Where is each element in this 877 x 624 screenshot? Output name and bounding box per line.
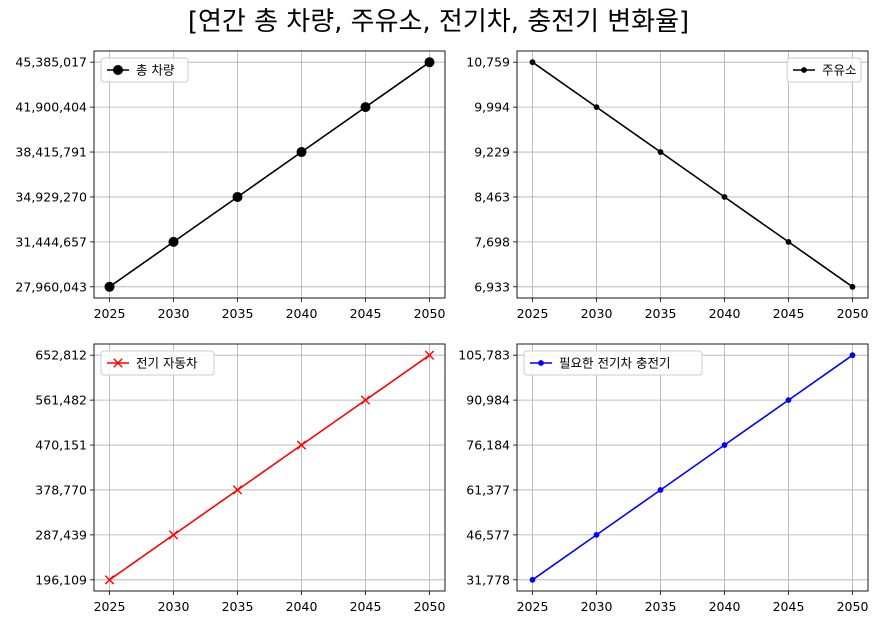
x-tick-label: 2045 bbox=[350, 306, 382, 321]
data-point bbox=[850, 284, 855, 289]
y-tick-label: 6,933 bbox=[474, 279, 510, 294]
legend: 필요한 전기차 충전기 bbox=[524, 351, 702, 375]
data-point bbox=[594, 532, 599, 537]
data-point bbox=[361, 103, 370, 112]
y-tick-label: 41,900,404 bbox=[15, 100, 87, 115]
y-tick-label: 9,229 bbox=[474, 145, 510, 160]
x-tick-label: 2035 bbox=[645, 306, 677, 321]
subplot-1: 27,960,043 31,444,657 34,929,270 38,415,791… bbox=[15, 51, 445, 321]
y-tick-label: 8,463 bbox=[474, 189, 510, 204]
data-point bbox=[530, 577, 535, 582]
x-tick-label: 2050 bbox=[837, 599, 869, 614]
data-point bbox=[233, 192, 242, 201]
x-tick-label: 2045 bbox=[773, 599, 805, 614]
y-tick-label: 9,994 bbox=[474, 100, 510, 115]
legend-label: 필요한 전기차 충전기 bbox=[559, 356, 670, 371]
x-tick-label: 2050 bbox=[414, 306, 446, 321]
x-tick-label: 2035 bbox=[222, 306, 254, 321]
series-line bbox=[110, 62, 430, 287]
y-tick-label: 27,960,043 bbox=[15, 279, 87, 294]
x-tick-label: 2040 bbox=[709, 599, 741, 614]
series-line bbox=[533, 62, 853, 287]
y-tick-label: 10,759 bbox=[466, 55, 510, 70]
legend-label: 주유소 bbox=[822, 63, 857, 78]
x-tick-label: 2025 bbox=[517, 306, 549, 321]
x-tick-label: 2050 bbox=[837, 306, 869, 321]
subplot-3: 196,109 287,439 378,770 470,151 561,482 652,8… bbox=[35, 344, 445, 614]
legend-marker bbox=[802, 68, 807, 73]
series-line bbox=[533, 355, 853, 580]
x-tick-label: 2040 bbox=[286, 306, 318, 321]
legend: 총 차량 bbox=[101, 58, 188, 82]
x-tick-label: 2045 bbox=[773, 306, 805, 321]
legend: 주유소 bbox=[787, 58, 861, 82]
data-point bbox=[722, 443, 727, 448]
data-point bbox=[105, 282, 114, 291]
data-point bbox=[530, 60, 535, 65]
y-tick-label: 46,577 bbox=[466, 527, 510, 542]
data-point bbox=[658, 150, 663, 155]
x-tick-label: 2030 bbox=[158, 599, 190, 614]
x-tick-label: 2030 bbox=[581, 599, 613, 614]
y-tick-label: 90,984 bbox=[466, 393, 510, 408]
subplot-2: 6,933 7,698 8,463 9,229 9,994 10,759 2025 2030 2… bbox=[466, 51, 868, 321]
x-tick-label: 2025 bbox=[94, 599, 126, 614]
data-point bbox=[658, 488, 663, 493]
y-tick-label: 45,385,017 bbox=[15, 55, 87, 70]
data-point bbox=[786, 398, 791, 403]
y-tick-label: 196,109 bbox=[35, 572, 87, 587]
data-point bbox=[169, 237, 178, 246]
data-point bbox=[594, 105, 599, 110]
y-tick-label: 7,698 bbox=[474, 234, 510, 249]
y-tick-label: 31,778 bbox=[466, 572, 510, 587]
x-tick-label: 2030 bbox=[581, 306, 613, 321]
data-point bbox=[786, 239, 791, 244]
legend: 전기 자동차 bbox=[101, 351, 214, 375]
x-tick-label: 2050 bbox=[414, 599, 446, 614]
legend-marker bbox=[539, 361, 544, 366]
x-tick-label: 2035 bbox=[645, 599, 677, 614]
x-tick-label: 2030 bbox=[158, 306, 190, 321]
y-tick-label: 652,812 bbox=[35, 348, 87, 363]
x-tick-label: 2040 bbox=[286, 599, 318, 614]
legend-label: 전기 자동차 bbox=[136, 356, 198, 371]
y-tick-label: 561,482 bbox=[35, 393, 87, 408]
y-tick-label: 31,444,657 bbox=[15, 234, 87, 249]
x-tick-label: 2025 bbox=[94, 306, 126, 321]
data-point bbox=[425, 58, 434, 67]
x-tick-label: 2040 bbox=[709, 306, 741, 321]
subplot-4: 31,778 46,577 61,377 76,184 90,984 105,783 202… bbox=[458, 344, 868, 614]
y-tick-label: 34,929,270 bbox=[15, 189, 87, 204]
series-line bbox=[110, 355, 430, 580]
x-tick-label: 2025 bbox=[517, 599, 549, 614]
x-tick-label: 2035 bbox=[222, 599, 254, 614]
y-tick-label: 105,783 bbox=[458, 348, 510, 363]
legend-marker bbox=[114, 66, 123, 75]
data-point bbox=[850, 353, 855, 358]
y-tick-label: 378,770 bbox=[35, 482, 87, 497]
y-tick-label: 287,439 bbox=[35, 527, 87, 542]
y-tick-label: 470,151 bbox=[35, 438, 87, 453]
x-tick-label: 2045 bbox=[350, 599, 382, 614]
y-tick-label: 38,415,791 bbox=[15, 145, 87, 160]
y-tick-label: 61,377 bbox=[466, 482, 510, 497]
y-tick-label: 76,184 bbox=[466, 438, 510, 453]
data-point bbox=[297, 148, 306, 157]
legend-label: 총 차량 bbox=[136, 63, 175, 78]
data-point bbox=[722, 195, 727, 200]
